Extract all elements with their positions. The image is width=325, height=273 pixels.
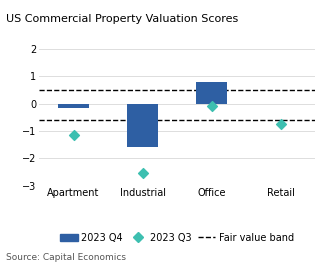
Point [140,171,145,176]
Point [71,133,76,137]
Point [209,104,214,109]
Bar [127,104,158,147]
Text: Source: Capital Economics: Source: Capital Economics [6,253,126,262]
Bar [58,104,89,108]
Text: US Commercial Property Valuation Scores: US Commercial Property Valuation Scores [6,14,239,24]
Bar [196,82,227,104]
Point [278,122,283,126]
Legend: 2023 Q4, 2023 Q3, Fair value band: 2023 Q4, 2023 Q3, Fair value band [56,229,298,247]
